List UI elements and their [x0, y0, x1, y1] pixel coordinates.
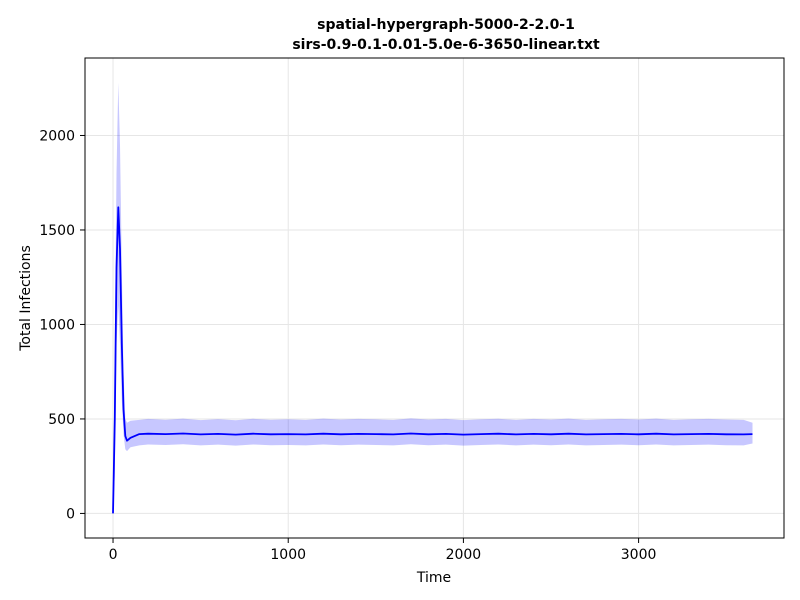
band-area — [113, 82, 753, 514]
confidence-band — [113, 82, 753, 514]
y-tick-label: 2000 — [39, 128, 75, 144]
x-tick-label: 3000 — [621, 547, 657, 563]
grid — [85, 58, 784, 538]
x-axis: 0 1000 2000 3000 — [109, 538, 657, 563]
x-tick-label: 1000 — [270, 547, 306, 563]
chart-subtitle: sirs-0.9-0.1-0.01-5.0e-6-3650-linear.txt — [292, 37, 600, 53]
y-axis-label: Total Infections — [18, 245, 34, 352]
y-tick-label: 1500 — [39, 223, 75, 239]
x-tick-label: 2000 — [446, 547, 482, 563]
x-axis-label: Time — [416, 570, 451, 586]
chart-title: spatial-hypergraph-5000-2-2.0-1 — [317, 17, 575, 33]
y-tick-label: 0 — [66, 506, 75, 522]
mean-line — [112, 206, 753, 514]
plot-frame — [84, 57, 785, 539]
x-tick-label: 0 — [109, 547, 118, 563]
series-line — [112, 206, 753, 514]
y-tick-label: 1000 — [39, 317, 75, 333]
y-tick-label: 500 — [48, 412, 75, 428]
y-axis: 0 500 1000 1500 2000 — [39, 128, 85, 522]
